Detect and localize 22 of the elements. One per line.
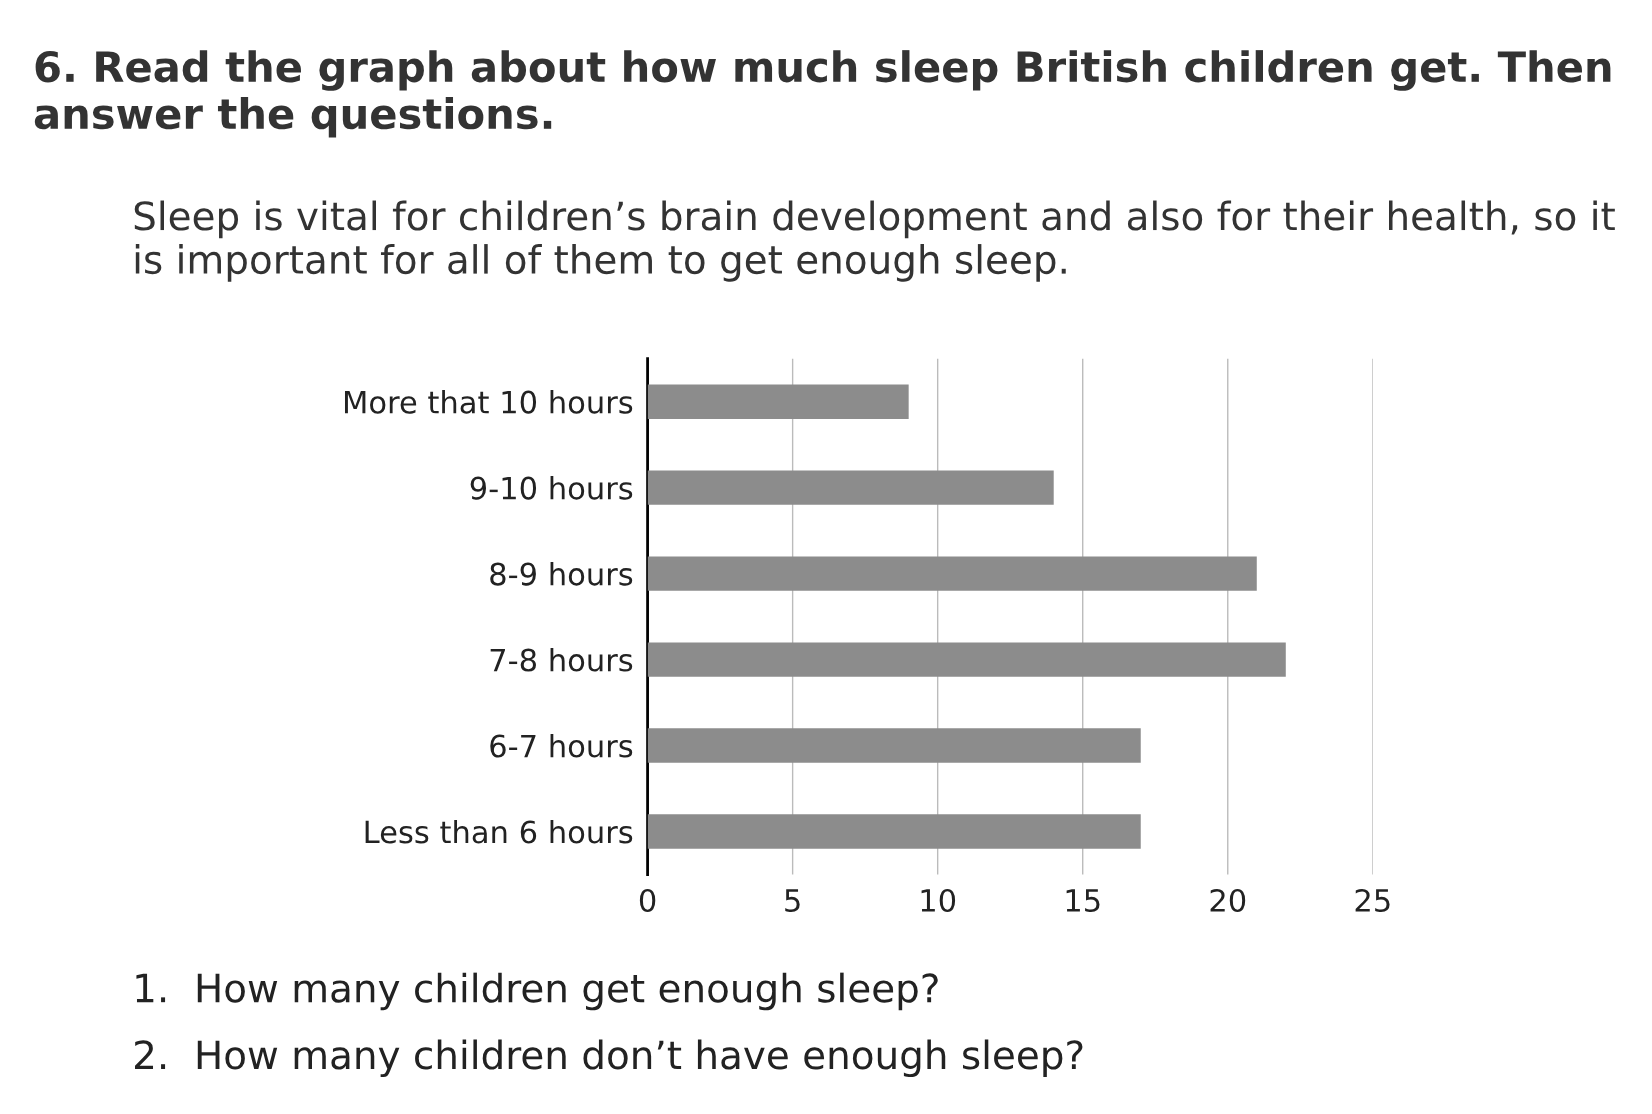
x-tick-label: 10 bbox=[921, 888, 956, 913]
x-tick-label: 25 bbox=[1355, 888, 1390, 913]
y-tick-label: 7-8 hours bbox=[490, 647, 633, 672]
x-tick-label: 15 bbox=[1066, 889, 1100, 913]
bar bbox=[647, 642, 1286, 677]
y-tick-label: 6-7 hours bbox=[490, 733, 633, 758]
x-tick-label: 20 bbox=[1210, 888, 1246, 913]
text: 1. How many children get enough sleep? bbox=[136, 972, 938, 1011]
chart-title: 6. Read the graph about how much sleep British children get. Then answer the questions. bbox=[34, 50, 1611, 138]
bar bbox=[647, 384, 909, 419]
bar bbox=[647, 814, 1141, 849]
bar bbox=[647, 728, 1141, 763]
y-tick-label: Less than 6 hours bbox=[365, 819, 633, 844]
y-tick-label: More that 10 hours bbox=[344, 390, 633, 414]
x-tick-label: 5 bbox=[785, 889, 800, 913]
y-tick-label: 8-9 hours bbox=[490, 562, 633, 586]
text: 2. How many children don’t have enough sleep? bbox=[135, 1039, 1083, 1078]
y-tick-label: 9-10 hours bbox=[470, 476, 633, 500]
chart-subtitle: Sleep is vital for children’s brain development and also for their health, so it is important for all of them to get enough sleep. bbox=[134, 200, 1615, 282]
x-tick-label: 0 bbox=[639, 888, 656, 913]
bar bbox=[647, 556, 1257, 591]
bar bbox=[647, 470, 1054, 505]
